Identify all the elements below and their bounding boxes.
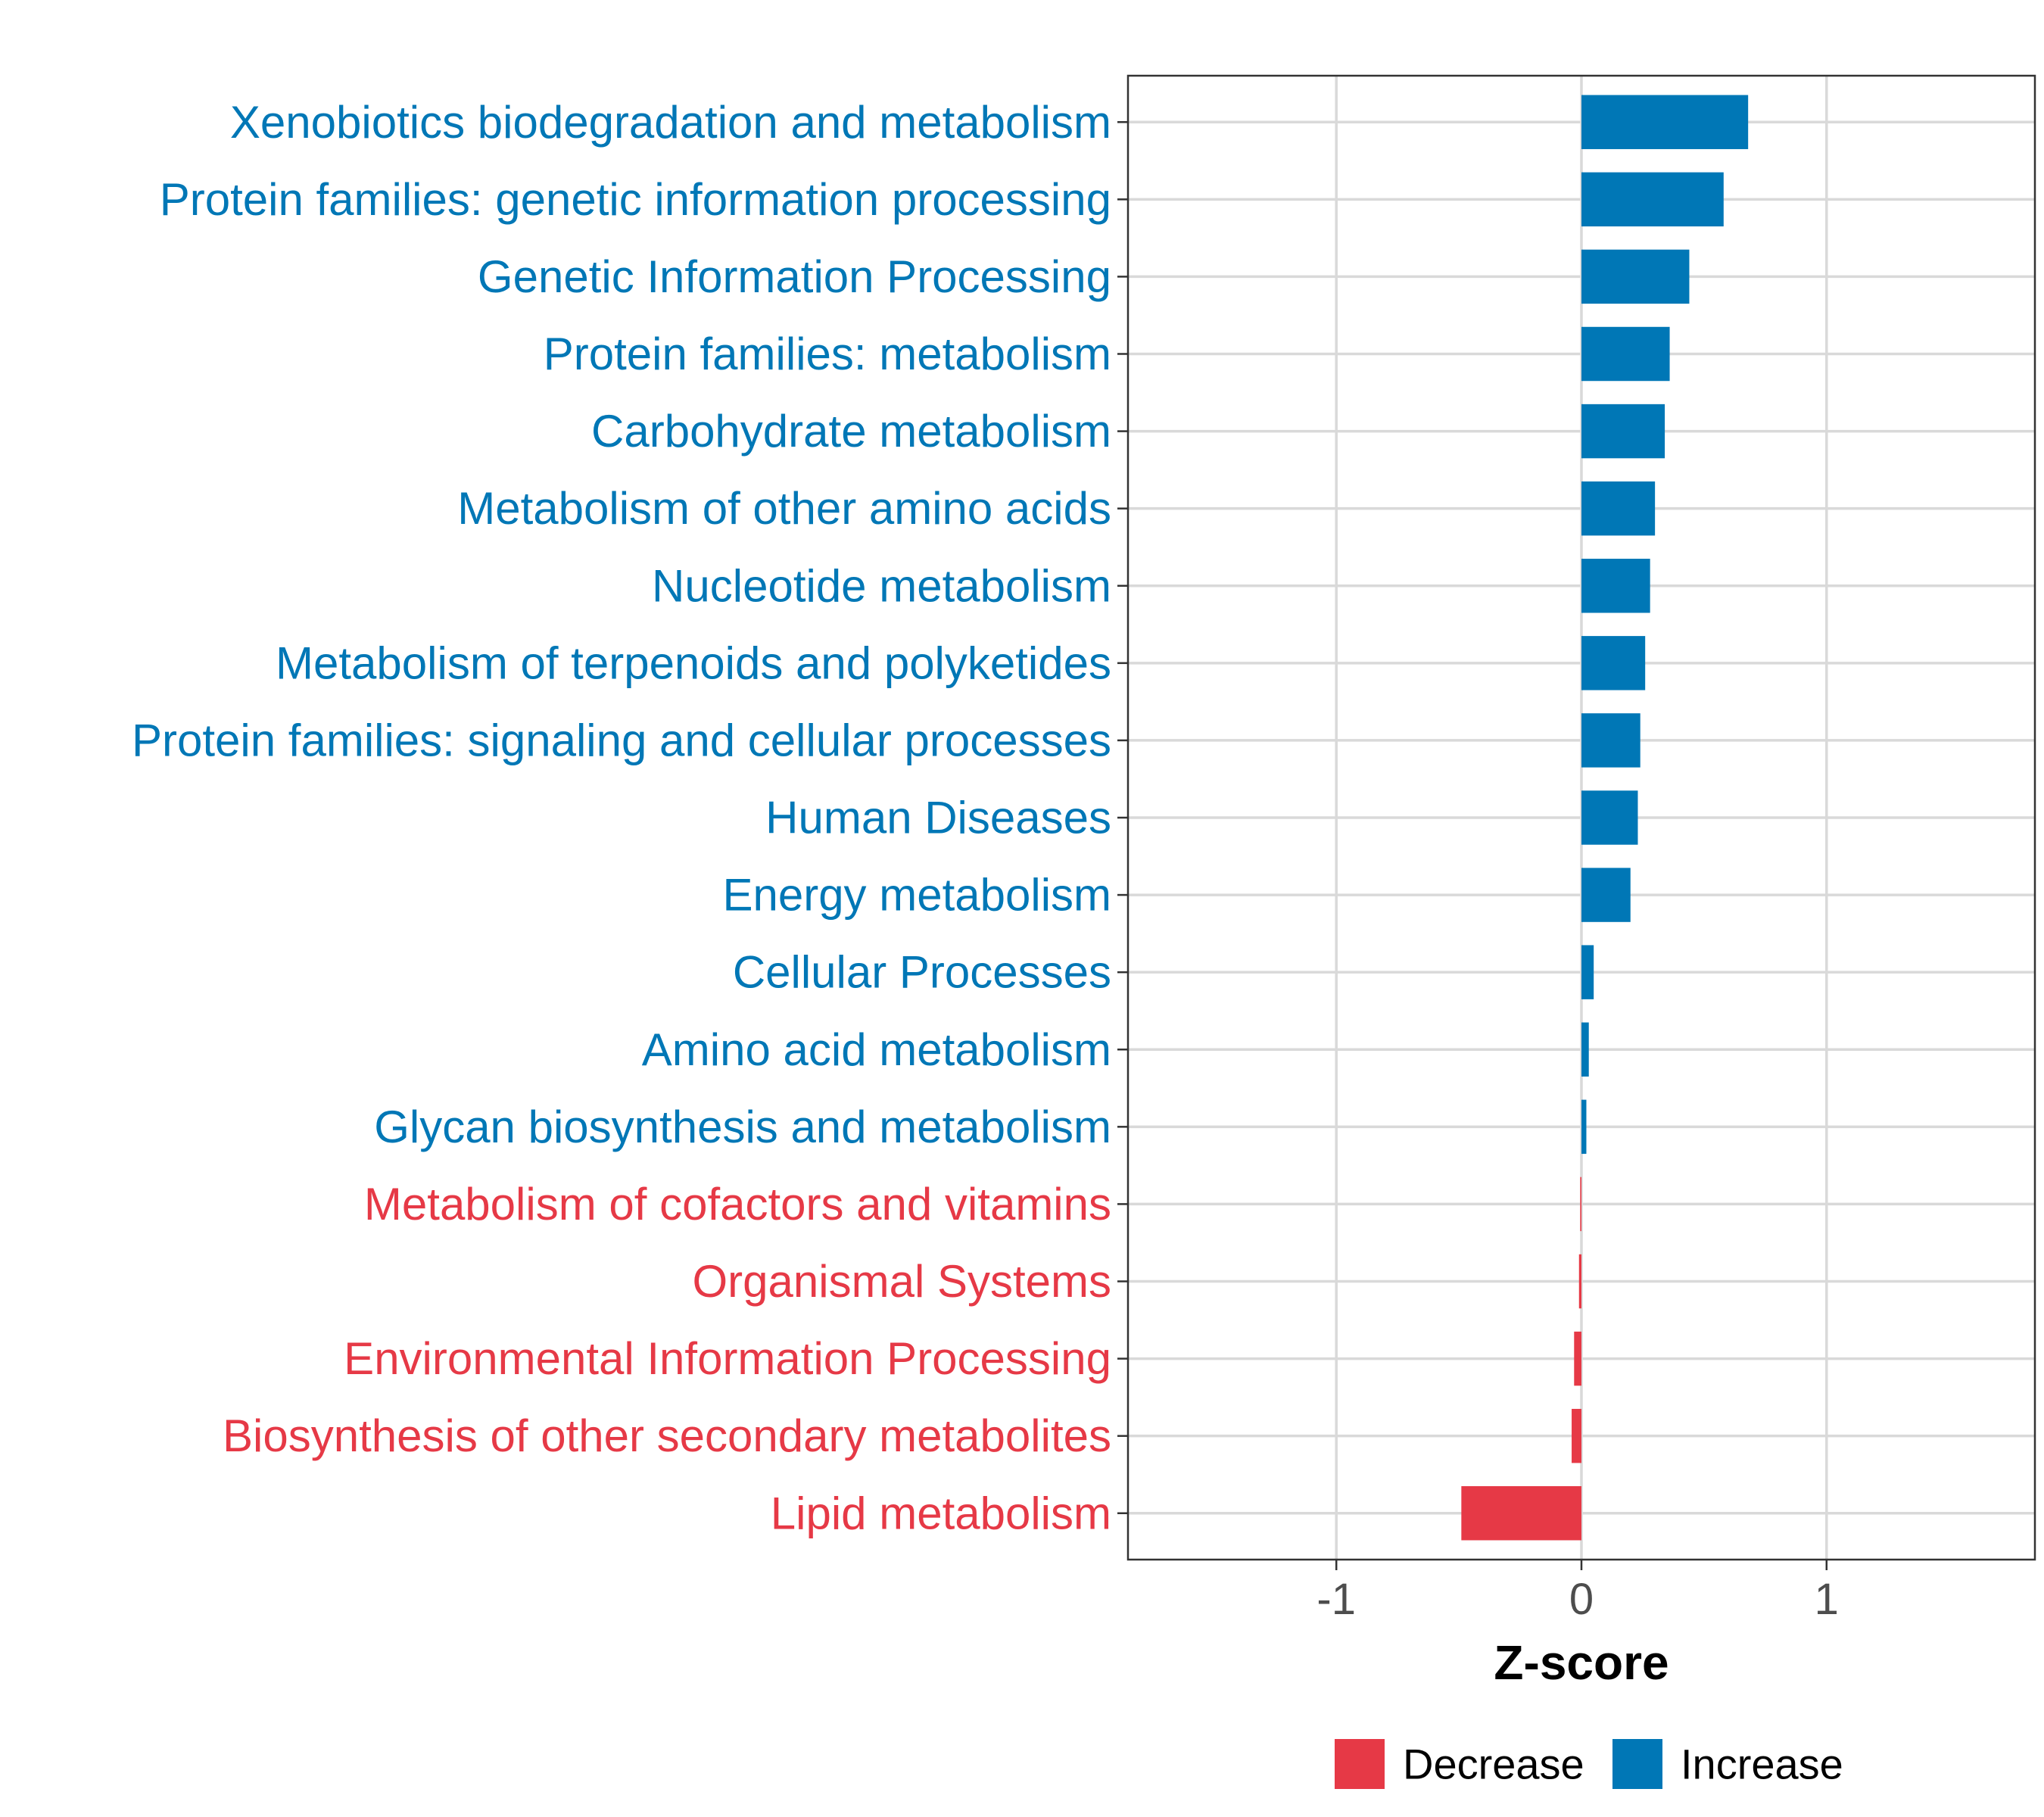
category-label: Protein families: metabolism [544,329,1111,379]
y-axis-category-labels: Xenobiotics biodegradation and metabolis… [132,97,1111,1539]
legend-label-decrease: Decrease [1403,1741,1584,1788]
bar [1461,1486,1581,1541]
x-axis-title: Z-score [1494,1635,1669,1690]
bar [1580,1177,1581,1232]
category-label: Organismal Systems [693,1256,1111,1307]
legend-key-decrease [1335,1739,1385,1789]
bar [1581,404,1665,459]
category-label: Metabolism of other amino acids [457,483,1111,534]
bar [1572,1408,1581,1463]
bar [1581,559,1650,613]
category-label: Energy metabolism [722,870,1111,921]
x-tick-label: 1 [1815,1575,1839,1624]
x-tick-label: 0 [1569,1575,1594,1624]
x-axis-ticks: -1 0 1 [1316,1560,1839,1624]
category-label: Lipid metabolism [771,1488,1111,1538]
y-axis-ticks [1117,121,1128,1514]
bar [1581,636,1646,690]
legend-label-increase: Increase [1681,1741,1843,1788]
bar [1581,172,1724,227]
bar [1581,249,1690,304]
x-tick-label: -1 [1316,1575,1356,1624]
bar [1581,790,1638,845]
category-label: Human Diseases [765,793,1111,843]
bar [1581,481,1656,536]
category-label: Environmental Information Processing [344,1333,1111,1384]
category-label: Biosynthesis of other secondary metaboli… [223,1410,1111,1461]
legend-key-increase [1612,1739,1662,1789]
category-label: Protein families: genetic information pr… [160,174,1111,225]
bar [1581,945,1594,999]
category-label: Carbohydrate metabolism [591,406,1111,457]
bar [1581,1099,1587,1155]
category-label: Metabolism of cofactors and vitamins [364,1179,1111,1230]
category-label: Cellular Processes [733,947,1111,998]
bar [1581,713,1640,768]
category-label: Protein families: signaling and cellular… [132,715,1111,765]
category-label: Glycan biosynthesis and metabolism [374,1102,1111,1152]
bar [1581,1022,1589,1077]
bar [1581,326,1670,382]
bars [1461,95,1749,1541]
bar [1574,1331,1581,1386]
category-label: Metabolism of terpenoids and polyketides [276,637,1111,688]
legend: Decrease Increase [1335,1739,1843,1789]
category-label: Xenobiotics biodegradation and metabolis… [230,97,1111,148]
category-label: Nucleotide metabolism [652,560,1111,611]
bar [1581,868,1631,922]
category-label: Amino acid metabolism [642,1024,1111,1075]
category-label: Genetic Information Processing [478,251,1111,302]
bar [1578,1254,1581,1309]
bar [1581,95,1749,149]
